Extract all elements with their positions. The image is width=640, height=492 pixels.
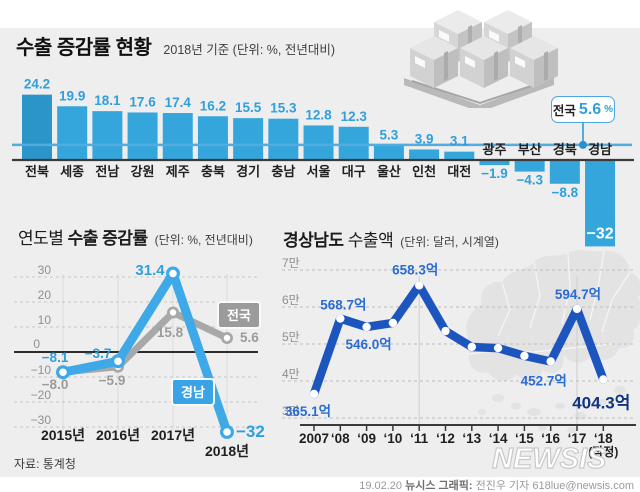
newsis-watermark: NEWSIS [491,442,607,475]
callout-label: 전국 [552,104,576,118]
callout-unit: % [604,104,614,115]
export-chart-subtitle: (단위: 달러, 시계열) [400,235,499,249]
box-bottom-middle [460,36,508,88]
footer-credit: 19.02.20 뉴시스 그래픽: 전진우 기자 618lue@newsis.c… [359,477,634,492]
yearly-title-bold: 수출 증감률 [67,229,148,248]
footer-credit-rest: 전진우 기자 618lue@newsis.com [475,480,634,492]
footer-date: 19.02.20 [359,480,403,492]
page-subtitle: 2018년 기준 (단위: %, 전년대비) [163,43,336,57]
export-title-suffix: 수출액 [343,231,394,250]
cargo-boxes-illustration [404,10,558,108]
national-average-callout: 전국 5.6 % [551,96,615,123]
export-chart-title: 경상남도 수출액 (단위: 달러, 시계열) [283,226,499,251]
export-title-bold: 경상남도 [283,231,344,250]
box-bottom-right [510,36,558,88]
source-note: 자료: 통계청 [14,457,76,471]
callout-value: 5.6 [578,100,602,118]
legend-badge-national: 전국 [217,301,261,329]
footer-credit-bold: 뉴시스 그래픽: [405,480,473,492]
header: 수출 증감률 현황 2018년 기준 (단위: %, 전년대비) [16,31,335,60]
yearly-title-prefix: 연도별 [18,229,68,248]
yearly-chart-title: 연도별 수출 증감률 (단위: %, 전년대비) [18,224,253,249]
yearly-chart-subtitle: (단위: %, 전년대비) [154,233,253,247]
box-bottom-left [410,36,458,88]
legend-badge-gyeongnam: 경남 [171,378,215,406]
page-title: 수출 증감률 현황 [16,37,152,59]
